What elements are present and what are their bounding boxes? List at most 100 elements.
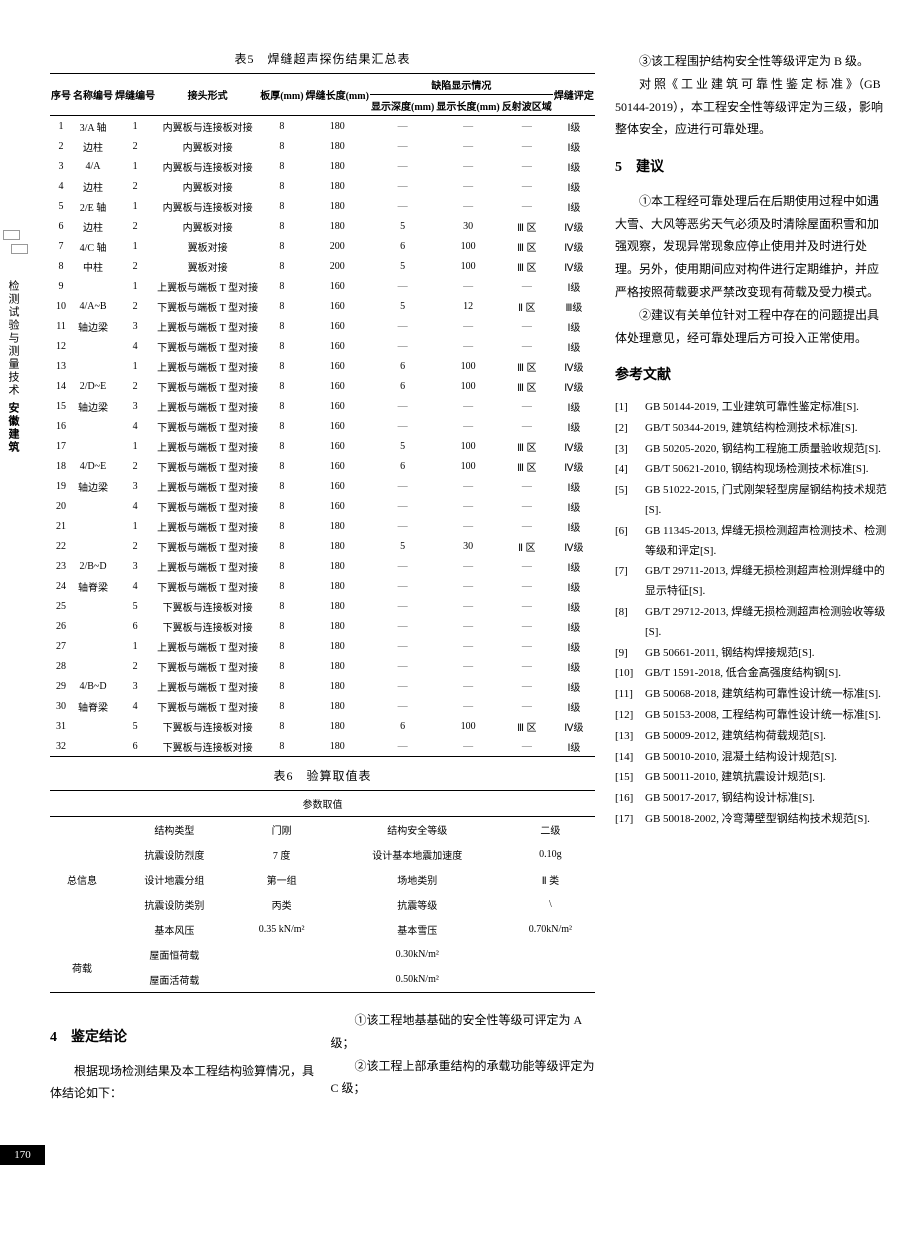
table-cell: 180 xyxy=(305,656,370,676)
table-cell: — xyxy=(435,516,500,536)
table-cell: 0.35 kN/m² xyxy=(235,917,329,942)
table-cell: — xyxy=(370,476,435,496)
reference-item: [4]GB/T 50621-2010, 钢结构现场检测技术标准[S]. xyxy=(615,460,890,480)
table-cell: 22 xyxy=(50,536,72,556)
table-cell: — xyxy=(501,576,553,596)
th-thick: 板厚(mm) xyxy=(259,74,304,116)
table-cell: 30 xyxy=(435,216,500,236)
section5-title: 5 建议 xyxy=(615,155,890,182)
table-cell: 8 xyxy=(259,516,304,536)
table-cell: 32 xyxy=(50,736,72,757)
table-cell: 26 xyxy=(50,616,72,636)
table-cell: — xyxy=(435,476,500,496)
reference-number: [12] xyxy=(615,706,645,726)
table-cell: 1 xyxy=(114,276,156,296)
table-cell: 180 xyxy=(305,696,370,716)
table-cell: — xyxy=(501,476,553,496)
table-cell: 8 xyxy=(259,116,304,137)
table-cell: 100 xyxy=(435,376,500,396)
table-cell: 9 xyxy=(50,276,72,296)
reference-number: [3] xyxy=(615,440,645,460)
table-cell: 下翼板与端板 T 型对接 xyxy=(156,536,259,556)
table-cell: 抗震设防类别 xyxy=(114,892,235,917)
table-cell: Ⅳ级 xyxy=(553,436,595,456)
reference-item: [1]GB 50144-2019, 工业建筑可靠性鉴定标准[S]. xyxy=(615,398,890,418)
table-cell: 4 xyxy=(114,416,156,436)
table-cell: 4/C 轴 xyxy=(72,236,114,256)
table-cell: 7 度 xyxy=(235,842,329,867)
table-cell: — xyxy=(435,176,500,196)
table-cell: 100 xyxy=(435,256,500,276)
table-cell: — xyxy=(435,656,500,676)
table-cell: 7 xyxy=(50,236,72,256)
table-cell: 4/B~D xyxy=(72,676,114,696)
table-cell xyxy=(72,336,114,356)
section5-p2: ②建议有关单位针对工程中存在的问题提出具体处理意见，经可靠处理后方可投入正常使用… xyxy=(615,304,890,350)
table-cell: 5 xyxy=(370,296,435,316)
table-cell: 翼板对接 xyxy=(156,256,259,276)
table-cell: 20 xyxy=(50,496,72,516)
table-cell: 8 xyxy=(259,256,304,276)
table-cell: 下翼板与端板 T 型对接 xyxy=(156,336,259,356)
table-cell: Ⅰ级 xyxy=(553,196,595,216)
th-joint: 接头形式 xyxy=(156,74,259,116)
table-cell: 下翼板与连接板对接 xyxy=(156,616,259,636)
table-cell: Ⅲ 区 xyxy=(501,376,553,396)
table-cell: 8 xyxy=(259,376,304,396)
table-cell: — xyxy=(370,696,435,716)
table-cell: 上翼板与端板 T 型对接 xyxy=(156,676,259,696)
table-cell: 180 xyxy=(305,556,370,576)
table-cell: 8 xyxy=(259,636,304,656)
table-cell: — xyxy=(501,656,553,676)
table-cell: — xyxy=(435,116,500,137)
table-cell: 8 xyxy=(259,436,304,456)
table-cell: 上翼板与端板 T 型对接 xyxy=(156,276,259,296)
table-cell xyxy=(235,942,329,967)
table-cell: — xyxy=(370,336,435,356)
table-cell: — xyxy=(370,396,435,416)
table-cell: 上翼板与端板 T 型对接 xyxy=(156,476,259,496)
table-cell: 100 xyxy=(435,456,500,476)
reference-text: GB 50009-2012, 建筑结构荷载规范[S]. xyxy=(645,727,890,747)
table-cell: 4/A~B xyxy=(72,296,114,316)
table-cell: 2 xyxy=(114,456,156,476)
table-cell: 8 xyxy=(259,656,304,676)
table-cell: Ⅰ级 xyxy=(553,736,595,757)
reference-text: GB/T 1591-2018, 低合金高强度结构钢[S]. xyxy=(645,664,890,684)
table-cell: — xyxy=(370,656,435,676)
reference-item: [5]GB 51022-2015, 门式刚架轻型房屋钢结构技术规范[S]. xyxy=(615,481,890,521)
table-cell: 4 xyxy=(114,336,156,356)
table6: 参数取值 总信息结构类型门刚结构安全等级二级抗震设防烈度7 度设计基本地震加速度… xyxy=(50,790,595,993)
table-cell: — xyxy=(435,696,500,716)
reference-number: [16] xyxy=(615,789,645,809)
reference-text: GB/T 50621-2010, 钢结构现场检测技术标准[S]. xyxy=(645,460,890,480)
table-cell: 上翼板与端板 T 型对接 xyxy=(156,316,259,336)
table-cell: 21 xyxy=(50,516,72,536)
table-cell: 12 xyxy=(435,296,500,316)
table-cell: 28 xyxy=(50,656,72,676)
table-cell: 24 xyxy=(50,576,72,596)
table-cell: 下翼板与端板 T 型对接 xyxy=(156,656,259,676)
reference-number: [4] xyxy=(615,460,645,480)
reference-number: [5] xyxy=(615,481,645,521)
table-cell: 18 xyxy=(50,456,72,476)
table-cell: 27 xyxy=(50,636,72,656)
table-cell: 180 xyxy=(305,736,370,757)
table-cell: — xyxy=(501,136,553,156)
table-cell: 10 xyxy=(50,296,72,316)
table-cell: 3 xyxy=(114,476,156,496)
table-cell: 30 xyxy=(50,696,72,716)
table-cell: 设计基本地震加速度 xyxy=(329,842,506,867)
table-cell: 180 xyxy=(305,636,370,656)
table-cell: 内翼板与连接板对接 xyxy=(156,116,259,137)
table-cell: 3/A 轴 xyxy=(72,116,114,137)
table-cell: — xyxy=(370,516,435,536)
table-cell: 160 xyxy=(305,336,370,356)
table-cell: — xyxy=(370,316,435,336)
table-cell: — xyxy=(501,116,553,137)
table-cell: Ⅰ级 xyxy=(553,156,595,176)
table-cell: 8 xyxy=(259,616,304,636)
table-cell: 17 xyxy=(50,436,72,456)
table-cell: — xyxy=(370,416,435,436)
table-cell: 8 xyxy=(259,156,304,176)
